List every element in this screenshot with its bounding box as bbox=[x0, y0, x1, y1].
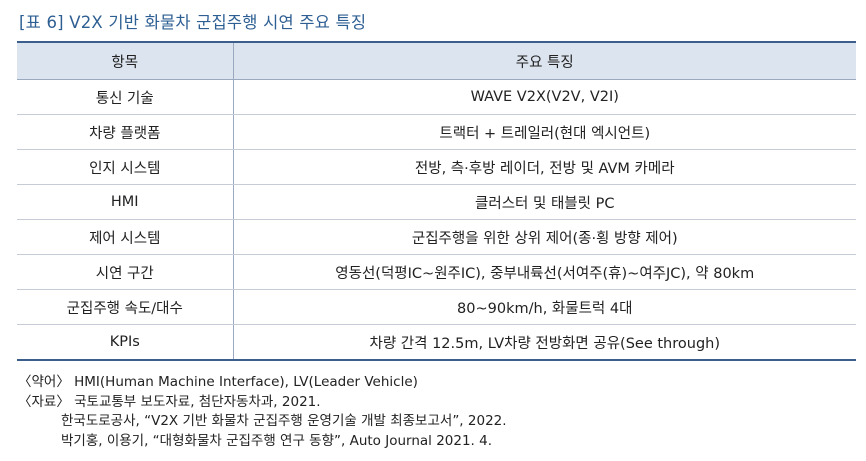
table-row: KPIs 차량 간격 12.5m, LV차량 전방화면 공유(See throu… bbox=[17, 324, 856, 361]
source-note: 〈자료〉 국토교통부 보도자료, 첨단자동차과, 2021. bbox=[18, 393, 321, 410]
row-label: 시연 구간 bbox=[17, 254, 233, 290]
table-row: 시연 구간 영동선(덕평IC~원주IC), 중부내륙선(서여주(휴)~여주JC)… bbox=[17, 254, 856, 290]
row-label: 군집주행 속도/대수 bbox=[17, 289, 233, 325]
row-label: 인지 시스템 bbox=[17, 149, 233, 185]
row-value: 영동선(덕평IC~원주IC), 중부내륙선(서여주(휴)~여주JC), 약 80… bbox=[232, 254, 856, 290]
table-row: HMI 클러스터 및 태블릿 PC bbox=[17, 184, 856, 220]
row-value: 80~90km/h, 화물트럭 4대 bbox=[232, 289, 856, 325]
row-value: 트랙터 + 트레일러(현대 엑시언트) bbox=[232, 114, 856, 150]
row-value: 군집주행을 위한 상위 제어(종·횡 방향 제어) bbox=[232, 219, 856, 255]
row-label: 통신 기술 bbox=[17, 79, 233, 115]
row-value: WAVE V2X(V2V, V2I) bbox=[232, 79, 856, 115]
source-note: 박기홍, 이용기, “대형화물차 군집주행 연구 동향”, Auto Journ… bbox=[61, 432, 493, 449]
table-row: 군집주행 속도/대수 80~90km/h, 화물트럭 4대 bbox=[17, 289, 856, 325]
row-label: 제어 시스템 bbox=[17, 219, 233, 255]
table-row: 제어 시스템 군집주행을 위한 상위 제어(종·횡 방향 제어) bbox=[17, 219, 856, 255]
row-value: 차량 간격 12.5m, LV차량 전방화면 공유(See through) bbox=[232, 324, 856, 361]
row-value: 클러스터 및 태블릿 PC bbox=[232, 184, 856, 220]
features-table: 항목 주요 특징 통신 기술 WAVE V2X(V2V, V2I) 차량 플랫폼… bbox=[17, 41, 856, 361]
row-label: HMI bbox=[17, 184, 233, 220]
table-row: 통신 기술 WAVE V2X(V2V, V2I) bbox=[17, 79, 856, 115]
table-caption: [표 6] V2X 기반 화물차 군집주행 시연 주요 특징 bbox=[19, 13, 367, 32]
table-row: 차량 플랫폼 트랙터 + 트레일러(현대 엑시언트) bbox=[17, 114, 856, 150]
header-features: 주요 특징 bbox=[232, 41, 856, 80]
row-value: 전방, 측·후방 레이더, 전방 및 AVM 카메라 bbox=[232, 149, 856, 185]
source-note: 한국도로공사, “V2X 기반 화물차 군집주행 운영기술 개발 최종보고서”,… bbox=[61, 413, 507, 429]
table-row: 인지 시스템 전방, 측·후방 레이더, 전방 및 AVM 카메라 bbox=[17, 149, 856, 185]
table-notes: 〈약어〉 HMI(Human Machine Interface), LV(Le… bbox=[18, 373, 858, 451]
header-item: 항목 bbox=[17, 41, 233, 80]
row-label: KPIs bbox=[17, 324, 233, 361]
table-header-row: 항목 주요 특징 bbox=[17, 41, 856, 80]
row-label: 차량 플랫폼 bbox=[17, 114, 233, 150]
abbreviation-note: 〈약어〉 HMI(Human Machine Interface), LV(Le… bbox=[18, 374, 418, 390]
